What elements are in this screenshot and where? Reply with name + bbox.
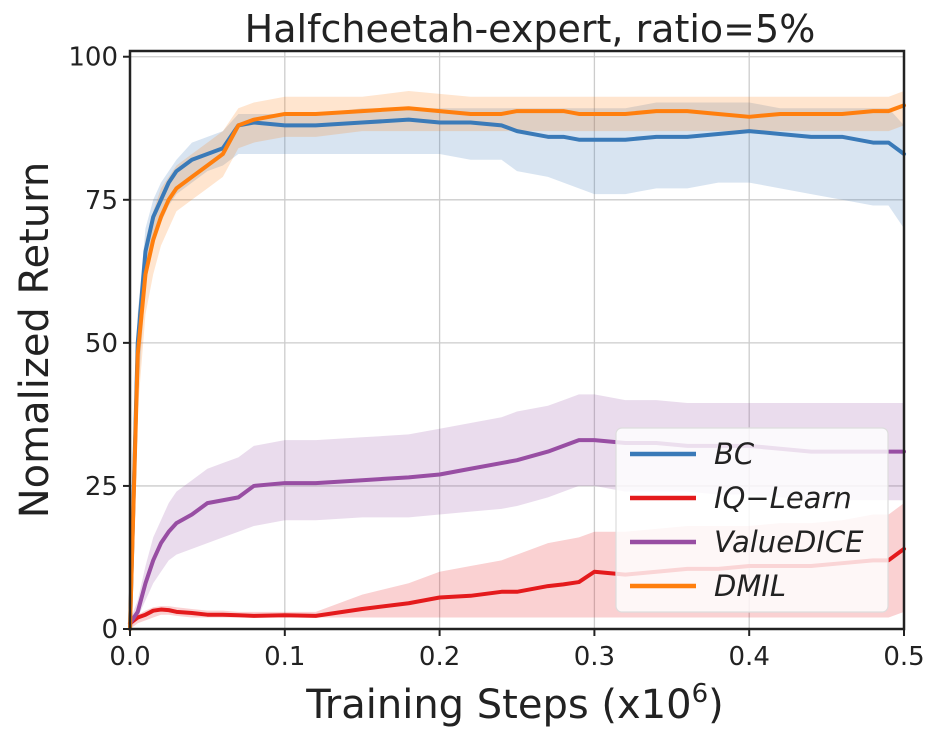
- legend-label-valuedice: ValueDICE: [714, 525, 864, 559]
- x-axis-label-main: Training Steps (x10: [305, 682, 691, 728]
- axis-ticks: 0.0 0.1 0.2 0.3 0.4 0.5 0 25 50 75 100: [68, 43, 924, 672]
- legend-label-dmil: DMIL: [714, 569, 786, 603]
- plot-frame: [128, 49, 906, 631]
- x-tick-label: 0.5: [883, 642, 924, 672]
- y-tick-label: 50: [85, 329, 118, 359]
- legend-box: [615, 427, 889, 613]
- x-axis-label-close: ): [708, 682, 724, 728]
- x-axis-label: Training Steps (x106): [305, 679, 724, 728]
- y-tick-label: 0: [101, 615, 118, 645]
- y-tick-label: 100: [68, 43, 118, 73]
- x-tick-label: 0.4: [729, 642, 770, 672]
- bc-line: [128, 117, 906, 631]
- x-tick-label: 0.1: [264, 642, 305, 672]
- legend-label-bc: BC: [714, 437, 755, 471]
- dmil-band: [130, 91, 904, 630]
- chart-title: Halfcheetah-expert, ratio=5%: [245, 7, 816, 51]
- y-tick-label: 25: [85, 472, 118, 502]
- legend-label-iq-learn: IQ−Learn: [714, 481, 852, 515]
- legend: BC IQ−Learn ValueDICE DMIL: [615, 427, 889, 613]
- x-tick-label: 0.2: [419, 642, 460, 672]
- y-tick-label: 75: [85, 186, 118, 216]
- dmil-line: [128, 103, 906, 631]
- x-tick-label: 0.3: [574, 642, 615, 672]
- x-axis-label-exponent: 6: [692, 679, 709, 709]
- x-tick-label: 0.0: [109, 642, 150, 672]
- y-axis-label: Nomalized Return: [12, 162, 58, 519]
